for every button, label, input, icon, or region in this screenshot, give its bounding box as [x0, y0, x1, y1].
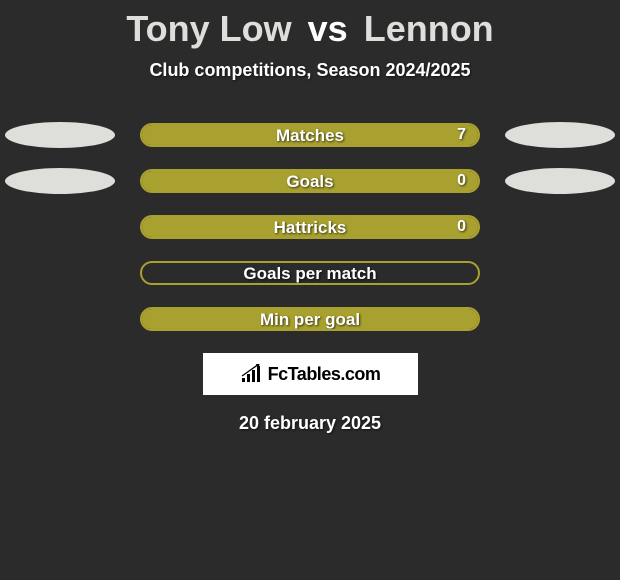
- player1-marker: [5, 168, 115, 194]
- vs-separator: vs: [308, 8, 348, 49]
- stat-value-right: 0: [457, 172, 466, 190]
- stat-bar-fill: [142, 125, 478, 145]
- stat-value-right: 7: [457, 126, 466, 144]
- snapshot-date: 20 february 2025: [0, 413, 620, 434]
- stat-value-right: 0: [457, 218, 466, 236]
- comparison-row: Hattricks0: [0, 215, 620, 239]
- stat-bar-fill: [142, 217, 478, 237]
- player2-marker: [505, 168, 615, 194]
- stat-bar-track: Min per goal: [140, 307, 480, 331]
- stat-bar-track: Goals per match: [140, 261, 480, 285]
- subtitle: Club competitions, Season 2024/2025: [0, 60, 620, 81]
- bars-logo-icon: [240, 364, 264, 384]
- stat-bar-fill: [142, 309, 478, 329]
- stat-bar-track: Goals0: [140, 169, 480, 193]
- page-title: Tony Low vs Lennon: [0, 0, 620, 50]
- branding-badge: FcTables.com: [203, 353, 418, 395]
- stat-bar-track: Matches7: [140, 123, 480, 147]
- comparison-card: Tony Low vs Lennon Club competitions, Se…: [0, 0, 620, 580]
- player1-name: Tony Low: [126, 8, 291, 49]
- player1-marker: [5, 122, 115, 148]
- player2-name: Lennon: [364, 8, 494, 49]
- player2-marker: [505, 122, 615, 148]
- comparison-row: Min per goal: [0, 307, 620, 331]
- comparison-row: Goals per match: [0, 261, 620, 285]
- branding-text: FcTables.com: [268, 364, 381, 385]
- stat-bar-track: Hattricks0: [140, 215, 480, 239]
- stat-label: Goals per match: [142, 264, 478, 284]
- stat-bar-fill: [142, 171, 478, 191]
- comparison-row: Matches7: [0, 123, 620, 147]
- comparison-bars: Matches7 Goals0 Hattricks0 Goals per match M…: [0, 123, 620, 331]
- comparison-row: Goals0: [0, 169, 620, 193]
